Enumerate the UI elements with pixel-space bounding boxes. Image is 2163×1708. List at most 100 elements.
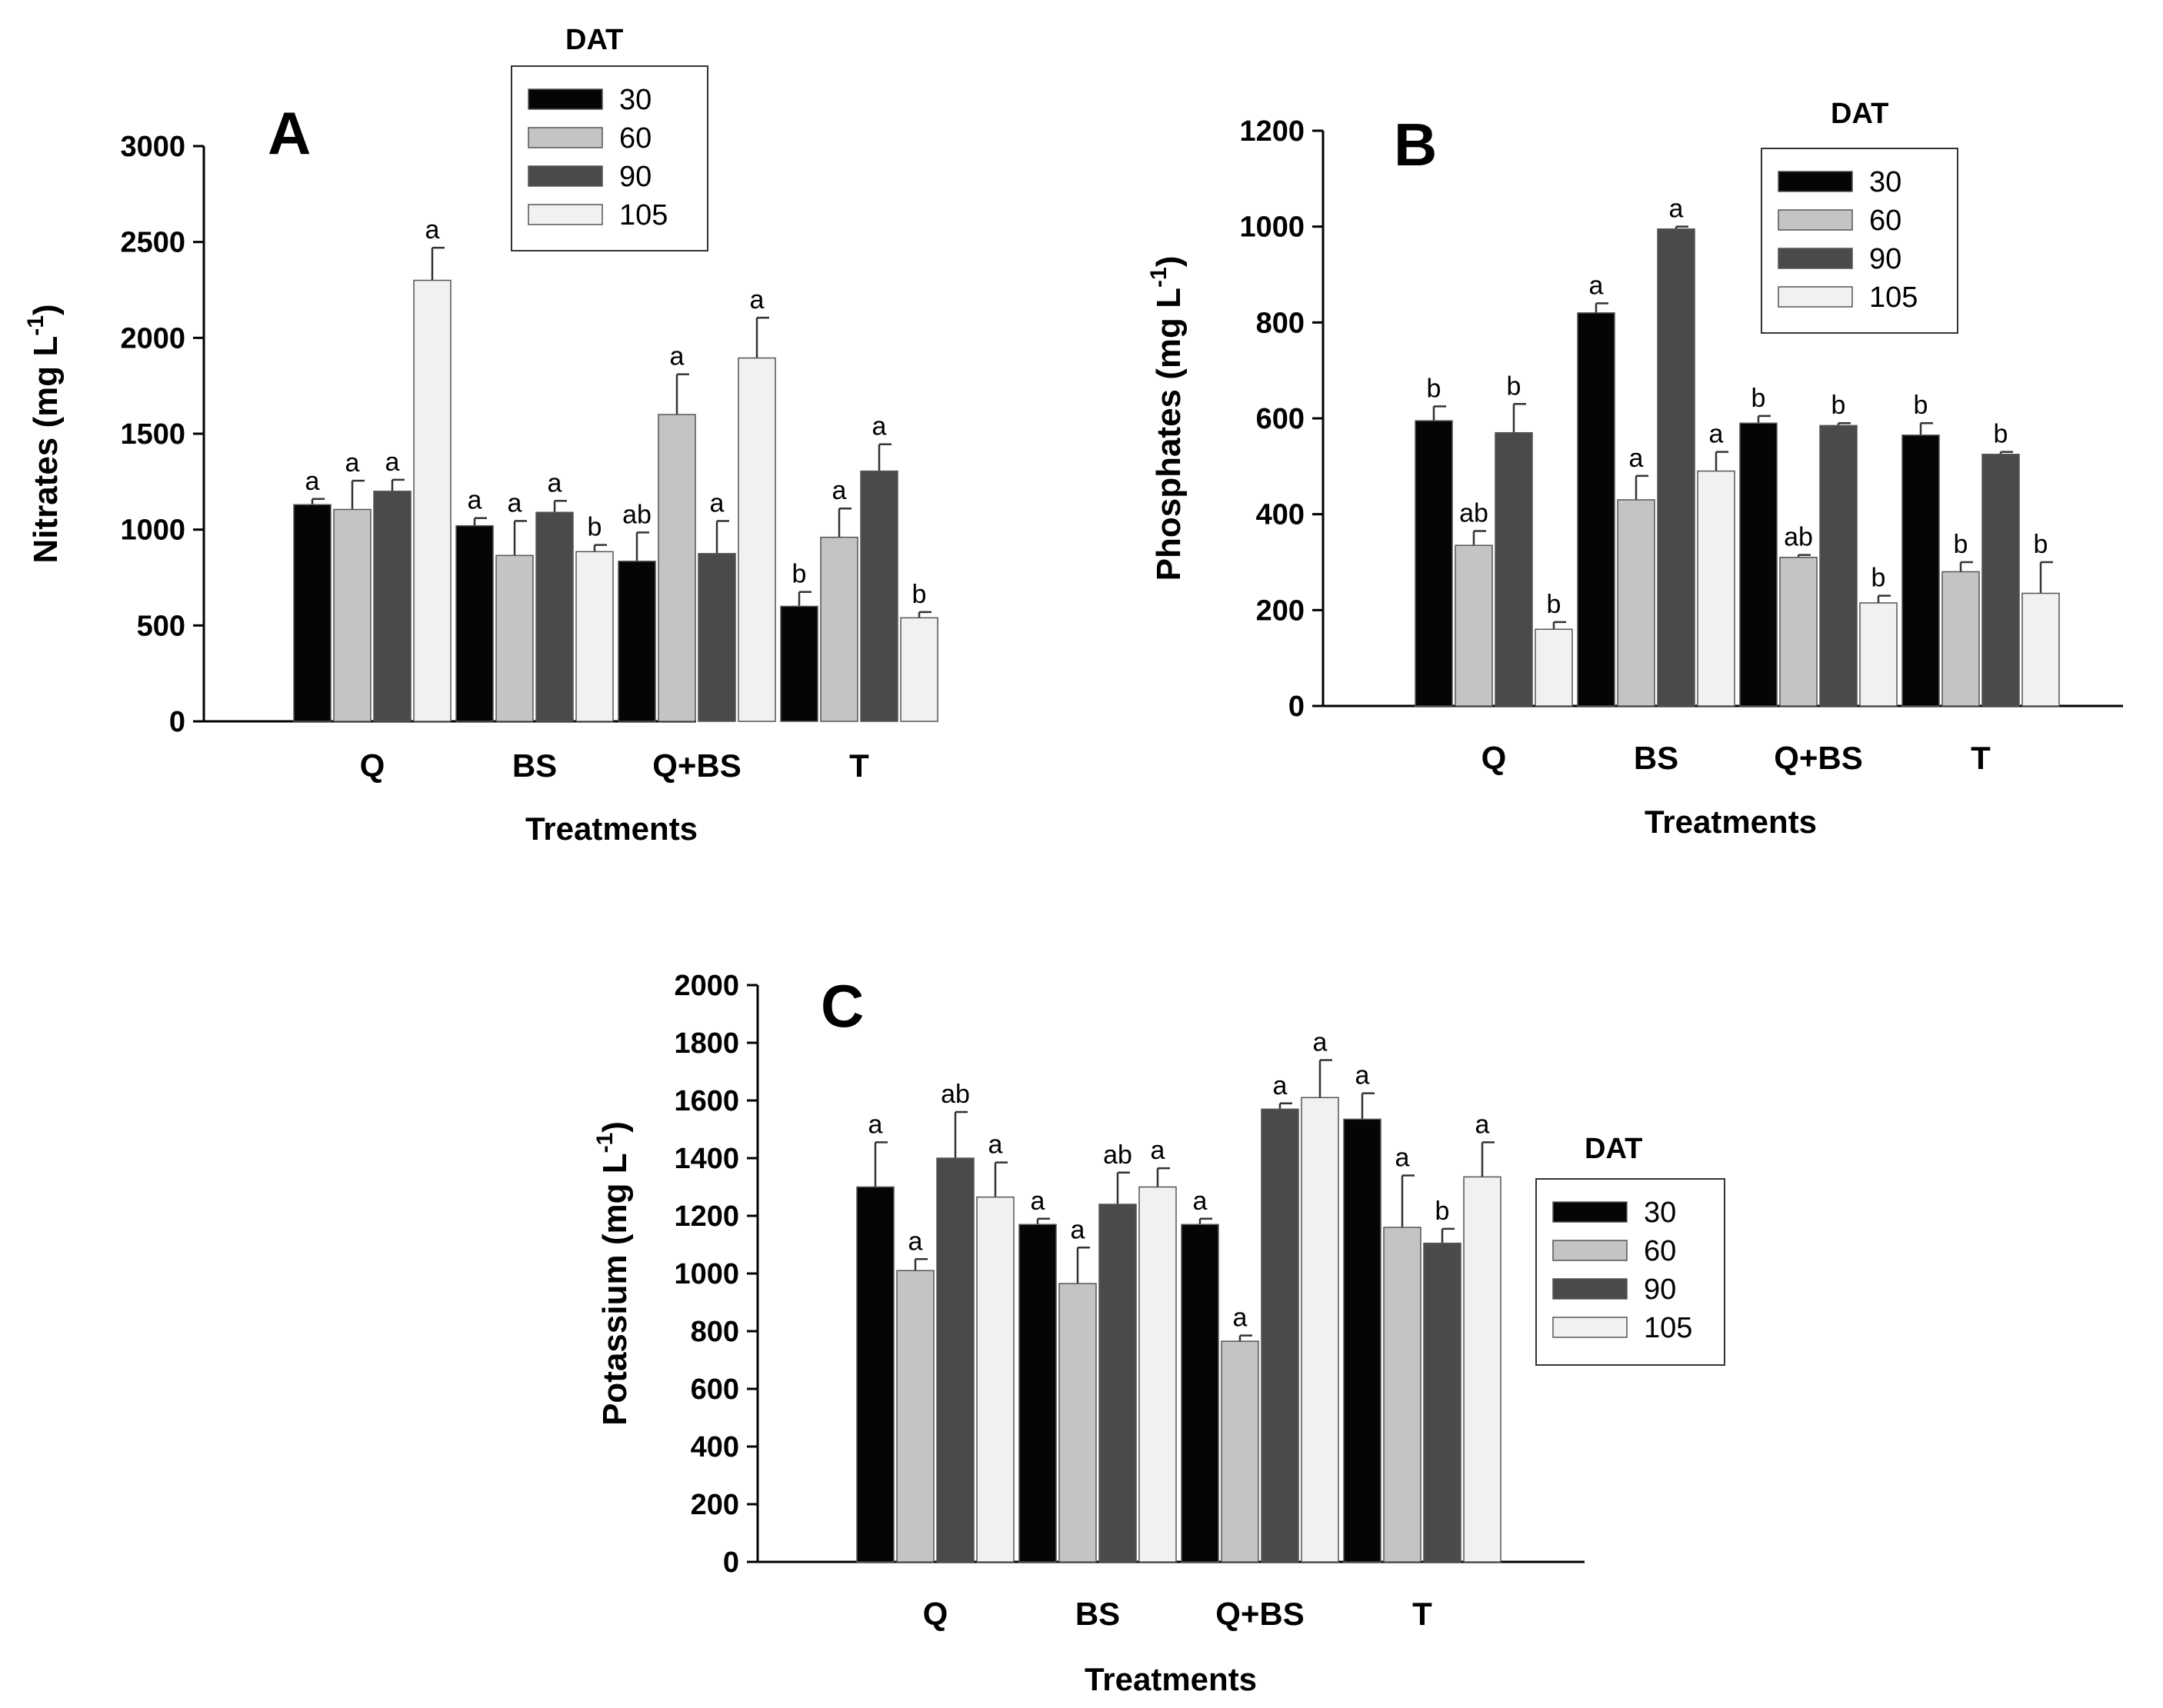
significance-letter: a <box>832 476 847 505</box>
significance-letter: a <box>1475 1110 1490 1139</box>
category-label: Q <box>1481 740 1507 776</box>
bar-A-Q-105 <box>413 279 452 722</box>
category-label: T <box>1971 740 1991 776</box>
y-tick-label: 800 <box>1256 307 1305 339</box>
category-label: Q+BS <box>1215 1596 1305 1632</box>
significance-letter: a <box>710 488 725 518</box>
legend-swatch-105 <box>528 204 603 225</box>
bar-A-Q+BS-30 <box>618 561 656 722</box>
significance-letter: b <box>1507 371 1521 401</box>
bar-C-T-60 <box>1383 1227 1421 1563</box>
bar-A-BS-105 <box>575 551 614 722</box>
significance-letter: a <box>508 488 522 518</box>
bar-B-T-105 <box>2021 592 2060 707</box>
bar-C-T-105 <box>1463 1176 1501 1563</box>
chart-C: 0200400600800100012001400160018002000aaa… <box>592 970 1725 1697</box>
bar-B-Q-60 <box>1455 544 1493 707</box>
significance-letter: a <box>872 412 887 441</box>
bar-A-T-105 <box>900 617 938 722</box>
bar-B-Q+BS-30 <box>1739 422 1778 707</box>
bar-A-Q-60 <box>333 508 372 722</box>
significance-letter: a <box>1273 1071 1288 1100</box>
category-label: Q <box>360 747 385 784</box>
legend-label: 105 <box>1869 281 1918 314</box>
significance-letter: ab <box>622 500 652 529</box>
category-label: BS <box>1634 740 1678 776</box>
y-tick-label: 1000 <box>120 514 185 547</box>
legend-swatch-30 <box>1778 171 1853 192</box>
bar-A-T-60 <box>820 536 858 722</box>
y-tick-label: 600 <box>691 1373 739 1406</box>
y-tick-label: 800 <box>691 1316 739 1348</box>
legend-label: 90 <box>1869 243 1901 275</box>
legend-label: 60 <box>1644 1235 1676 1267</box>
significance-letter: a <box>1395 1144 1410 1173</box>
panel-letter: B <box>1394 111 1437 178</box>
significance-letter: a <box>345 448 360 478</box>
bar-A-Q-90 <box>373 491 412 722</box>
bar-C-Q+BS-30 <box>1181 1224 1219 1563</box>
y-axis-title-close: ) <box>27 304 65 315</box>
x-axis-title: Treatments <box>525 811 698 847</box>
category-label: Q+BS <box>1774 740 1863 776</box>
bar-A-T-90 <box>860 470 898 722</box>
legend-title: DAT <box>1585 1133 1642 1165</box>
category-label: BS <box>512 747 557 784</box>
bar-B-BS-60 <box>1617 499 1655 707</box>
category-label: T <box>1412 1596 1432 1632</box>
significance-letter: b <box>1547 590 1561 619</box>
legend-swatch-60 <box>1552 1240 1628 1261</box>
bar-B-T-90 <box>1981 454 2020 707</box>
legend-swatch-60 <box>1778 209 1853 231</box>
significance-letter: ab <box>1103 1140 1132 1170</box>
y-axis-title-superscript: -1 <box>1146 267 1171 288</box>
significance-letter: a <box>305 467 320 496</box>
bar-B-Q+BS-105 <box>1859 602 1898 707</box>
bar-C-BS-90 <box>1098 1204 1137 1563</box>
significance-letter: a <box>425 215 440 245</box>
category-label: Q <box>923 1596 948 1632</box>
bar-C-T-30 <box>1343 1118 1381 1563</box>
bar-B-Q+BS-60 <box>1779 557 1818 707</box>
bar-C-BS-105 <box>1138 1186 1177 1563</box>
y-tick-label: 3000 <box>120 131 185 163</box>
bar-C-BS-30 <box>1018 1224 1057 1563</box>
y-axis-title: Nitrates (mg L-1) <box>23 304 65 563</box>
bar-C-BS-60 <box>1058 1283 1097 1563</box>
significance-letter: a <box>1669 195 1684 224</box>
y-tick-label: 1000 <box>1239 211 1305 244</box>
y-axis-title: Phosphates (mg L-1) <box>1146 256 1188 581</box>
legend-swatch-30 <box>528 88 603 110</box>
legend-label: 60 <box>1869 205 1901 237</box>
significance-letter: ab <box>1459 498 1488 528</box>
legend-label: 105 <box>619 199 668 231</box>
significance-letter: a <box>548 468 562 498</box>
bar-B-Q-90 <box>1495 431 1533 707</box>
bar-C-Q+BS-90 <box>1261 1108 1299 1563</box>
significance-letter: a <box>1629 444 1644 473</box>
x-axis-title: Treatments <box>1645 804 1817 840</box>
legend-swatch-60 <box>528 127 603 148</box>
legend-label: 105 <box>1644 1312 1692 1344</box>
significance-letter: a <box>1313 1028 1328 1057</box>
bar-C-Q-90 <box>936 1157 975 1563</box>
bar-B-BS-90 <box>1657 228 1695 707</box>
bar-A-Q+BS-90 <box>698 553 736 722</box>
significance-letter: b <box>1427 374 1441 403</box>
bar-B-T-60 <box>1941 571 1980 707</box>
y-axis-title-main: Potassium (mg L <box>596 1153 634 1426</box>
bar-B-Q-30 <box>1415 420 1453 707</box>
bar-C-Q-105 <box>976 1196 1015 1563</box>
bar-A-BS-30 <box>455 524 494 722</box>
significance-letter: b <box>1751 384 1766 413</box>
y-tick-label: 1200 <box>674 1200 739 1233</box>
y-tick-label: 1000 <box>674 1258 739 1290</box>
y-axis-title-main: Nitrates (mg L <box>27 336 65 564</box>
significance-letter: b <box>1954 530 1968 559</box>
y-tick-label: 0 <box>723 1547 739 1579</box>
significance-letter: b <box>912 580 927 609</box>
y-tick-label: 600 <box>1256 403 1305 435</box>
